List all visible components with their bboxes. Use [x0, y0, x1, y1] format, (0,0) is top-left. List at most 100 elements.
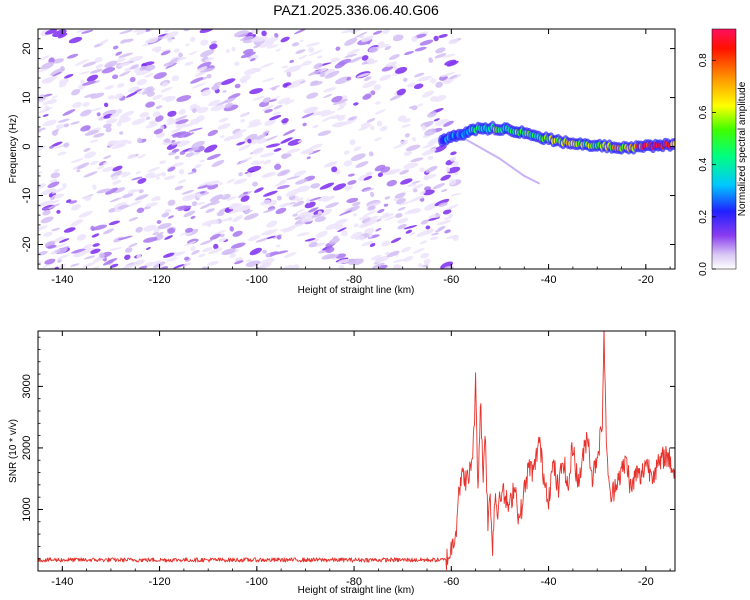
noise-blob	[57, 259, 62, 263]
noise-blob	[407, 82, 416, 88]
noise-blob	[341, 29, 355, 34]
noise-blob	[83, 147, 91, 152]
noise-blob	[94, 57, 103, 63]
noise-blob	[207, 222, 212, 228]
spectrogram-y-ticks: -20 -10 0 10 20	[21, 28, 675, 265]
noise-blob	[257, 137, 267, 145]
noise-blob	[337, 259, 350, 264]
noise-blob	[374, 137, 383, 142]
noise-blob	[40, 127, 46, 131]
noise-blob	[78, 71, 91, 75]
noise-blob	[50, 172, 61, 179]
noise-blob	[128, 55, 144, 62]
noise-blob	[63, 142, 70, 148]
noise-blob	[42, 200, 54, 206]
noise-blob	[128, 242, 138, 248]
signal-core	[672, 140, 675, 147]
noise-blob	[174, 155, 180, 160]
noise-blob	[422, 143, 435, 149]
noise-blob	[238, 144, 251, 151]
noise-blob	[412, 248, 425, 254]
noise-blob	[184, 231, 192, 236]
noise-blob	[80, 125, 91, 132]
noise-blob	[227, 93, 241, 100]
noise-blob	[430, 95, 438, 102]
noise-blob	[78, 210, 93, 218]
noise-blob	[397, 201, 410, 206]
noise-blob	[446, 204, 459, 210]
noise-blob	[136, 78, 147, 86]
noise-blob	[161, 81, 169, 87]
noise-blob	[383, 216, 396, 221]
noise-blob	[82, 80, 96, 86]
noise-blob	[50, 68, 65, 76]
noise-blob	[417, 75, 433, 82]
noise-blob	[364, 76, 372, 82]
noise-blob	[429, 236, 439, 241]
noise-blob	[185, 152, 195, 158]
noise-blob	[184, 61, 194, 66]
noise-blob	[118, 116, 131, 123]
noise-blob	[167, 227, 176, 234]
noise-blob	[220, 135, 225, 138]
noise-blob	[279, 227, 292, 232]
noise-blob	[264, 119, 276, 126]
noise-blob	[239, 74, 251, 82]
noise-blob	[316, 109, 331, 116]
noise-blob	[344, 54, 358, 58]
noise-blob	[271, 87, 277, 91]
noise-blob	[157, 223, 172, 230]
noise-blob	[191, 140, 205, 149]
noise-blob	[295, 208, 306, 214]
noise-blob	[164, 29, 170, 33]
noise-blob	[95, 64, 104, 69]
noise-blob	[226, 196, 237, 201]
noise-blob	[364, 219, 378, 226]
noise-blob	[153, 72, 167, 80]
noise-blob	[442, 53, 456, 58]
noise-blob	[222, 90, 227, 93]
noise-blob	[230, 242, 246, 249]
noise-blob	[190, 118, 200, 125]
noise-blob	[200, 87, 210, 93]
noise-blob	[377, 172, 384, 177]
noise-blob	[53, 128, 60, 133]
noise-blob	[109, 247, 122, 251]
noise-blob	[141, 61, 155, 67]
noise-blob	[386, 168, 401, 175]
noise-blob	[367, 205, 376, 211]
noise-blob	[90, 248, 101, 254]
noise-blob	[386, 179, 398, 187]
noise-blob	[272, 111, 281, 115]
noise-blob	[191, 249, 200, 255]
noise-blob	[349, 139, 356, 146]
noise-blob	[289, 59, 295, 64]
noise-blob	[234, 30, 249, 38]
noise-blob	[444, 59, 457, 66]
noise-blob	[424, 228, 434, 235]
noise-blob	[240, 119, 245, 123]
noise-blob	[434, 53, 447, 59]
noise-blob	[265, 228, 278, 236]
noise-blob	[249, 247, 262, 256]
noise-blob	[105, 118, 118, 124]
noise-blob	[393, 264, 400, 269]
noise-blob	[397, 224, 407, 230]
noise-blob	[374, 255, 389, 263]
noise-blob	[208, 99, 221, 107]
noise-blob	[175, 119, 189, 125]
noise-blob	[335, 253, 346, 259]
noise-blob	[344, 37, 358, 46]
noise-blob	[64, 73, 74, 79]
noise-blob	[325, 246, 335, 253]
noise-blob	[124, 247, 133, 253]
noise-blob	[337, 106, 345, 111]
noise-blob	[268, 99, 277, 103]
noise-blob	[38, 145, 47, 153]
noise-blob	[247, 122, 263, 128]
noise-blob	[440, 261, 454, 269]
noise-blob	[287, 139, 302, 146]
noise-blob	[91, 107, 102, 112]
noise-blob	[152, 231, 159, 236]
noise-blob	[107, 95, 115, 100]
